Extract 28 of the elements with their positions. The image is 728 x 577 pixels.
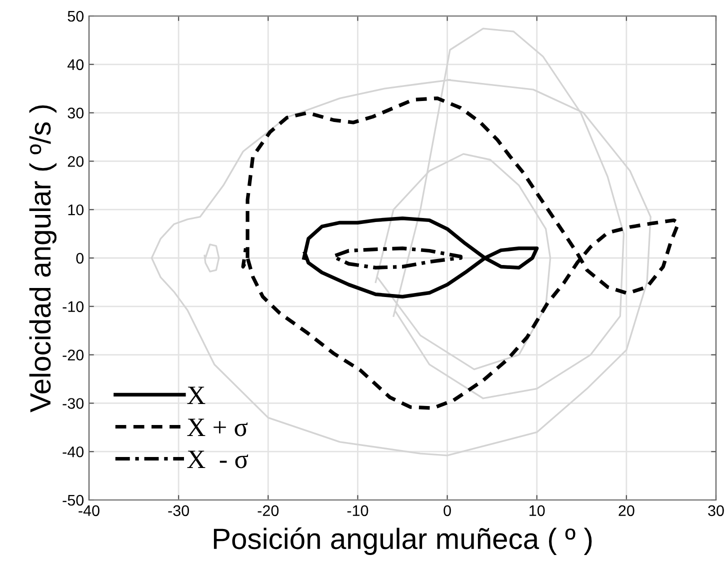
y-tick-label: 20	[68, 156, 84, 167]
legend-label: X	[187, 386, 206, 404]
legend-label: X - σ	[187, 450, 248, 468]
line-series	[241, 96, 680, 410]
y-tick-label: 0	[76, 252, 84, 264]
x-tick-label: 10	[530, 505, 545, 516]
line-series	[334, 246, 463, 270]
y-tick-label: -30	[62, 398, 84, 409]
y-tick-label: -50	[62, 494, 84, 506]
y-tick-label: 30	[68, 108, 84, 118]
x-tick-label: -30	[168, 505, 190, 516]
y-tick-label: -10	[62, 301, 84, 312]
x-tick-label: 0	[444, 505, 451, 516]
y-axis-title: Velocidad angular ( º/s )	[29, 105, 57, 412]
x-tick-label: -20	[258, 505, 279, 516]
y-tick-label: -40	[62, 446, 84, 458]
x-tick-label: -10	[347, 505, 368, 516]
line-series	[204, 244, 220, 272]
legend-label: X + σ	[187, 418, 248, 436]
line-series	[302, 216, 539, 299]
y-tick-label: -20	[62, 350, 84, 360]
x-axis-title: Posición angular muñeca ( º )	[214, 527, 592, 555]
x-tick-label: 20	[618, 505, 634, 516]
x-tick-label: 30	[708, 505, 724, 516]
y-tick-label: 40	[68, 59, 84, 70]
x-tick-label: -40	[78, 505, 100, 516]
y-tick-label: 50	[68, 10, 84, 22]
y-tick-label: 10	[68, 204, 84, 216]
